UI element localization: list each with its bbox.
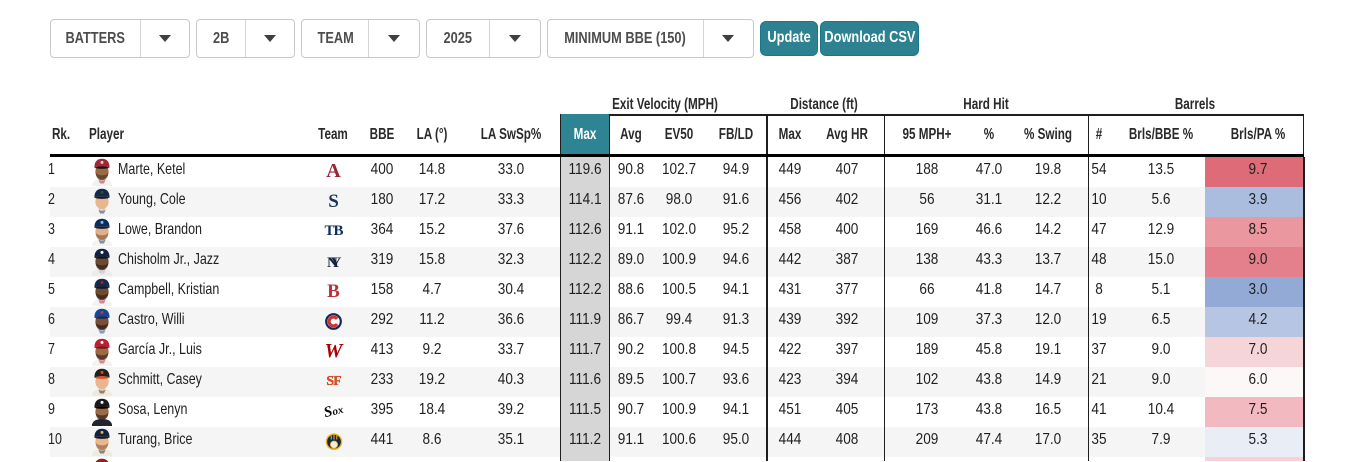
svg-text:N: N — [327, 255, 338, 270]
svg-text:Y: Y — [331, 255, 342, 270]
